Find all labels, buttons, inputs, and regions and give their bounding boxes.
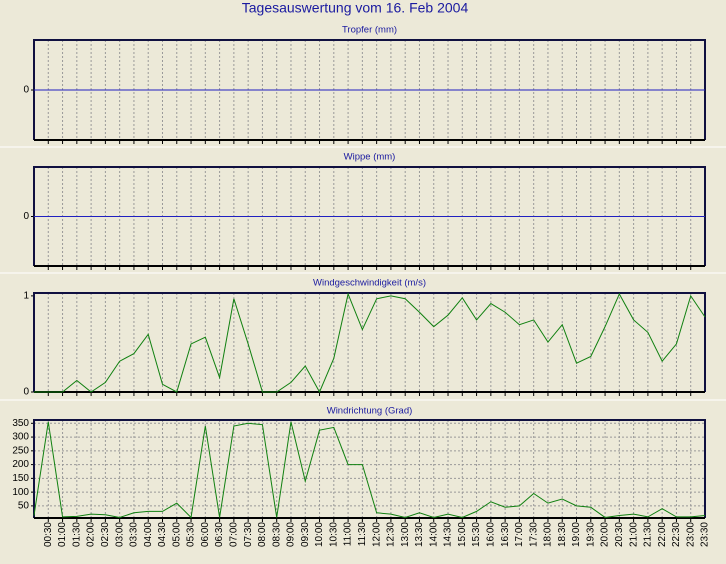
- x-tick-label: 10:00: [314, 522, 325, 547]
- chart-title: Windrichtung (Grad): [327, 406, 413, 417]
- y-tick-label: 300: [12, 432, 29, 443]
- x-tick-label: 02:00: [86, 522, 97, 547]
- page-title: Tagesauswertung vom 16. Feb 2004: [242, 0, 469, 16]
- x-tick-label: 18:30: [557, 522, 568, 547]
- y-tick-label: 1: [23, 291, 29, 302]
- x-tick-label: 09:30: [300, 522, 311, 547]
- x-tick-label: 03:00: [114, 522, 125, 547]
- y-tick-label: 0: [23, 211, 29, 222]
- x-tick-label: 23:30: [700, 522, 711, 547]
- y-tick-label: 100: [12, 487, 29, 498]
- x-tick-label: 11:00: [343, 522, 354, 547]
- x-tick-label: 05:30: [186, 522, 197, 547]
- x-tick-label: 16:00: [485, 522, 496, 547]
- x-tick-label: 21:00: [628, 522, 639, 547]
- x-tick-label: 05:00: [171, 522, 182, 547]
- x-tick-label: 07:00: [229, 522, 240, 547]
- chart-title: Tropfer (mm): [342, 25, 397, 36]
- x-tick-label: 19:00: [571, 522, 582, 547]
- x-tick-label: 14:00: [428, 522, 439, 547]
- x-tick-label: 21:30: [643, 522, 654, 547]
- x-tick-label: 12:30: [386, 522, 397, 547]
- x-tick-label: 01:30: [71, 522, 82, 547]
- x-tick-label: 16:30: [500, 522, 511, 547]
- x-tick-label: 06:30: [214, 522, 225, 547]
- chart-title: Wippe (mm): [344, 152, 396, 163]
- x-tick-label: 03:30: [129, 522, 140, 547]
- x-tick-label: 08:30: [271, 522, 282, 547]
- y-tick-label: 0: [23, 387, 29, 398]
- x-tick-label: 19:30: [585, 522, 596, 547]
- chart-title: Windgeschwindigkeit (m/s): [313, 278, 426, 289]
- x-tick-label: 01:00: [57, 522, 68, 547]
- y-tick-label: 0: [23, 85, 29, 96]
- x-tick-label: 13:00: [400, 522, 411, 547]
- x-tick-label: 10:30: [328, 522, 339, 547]
- x-tick-label: 08:00: [257, 522, 268, 547]
- y-tick-label: 200: [12, 459, 29, 470]
- x-tick-label: 20:00: [600, 522, 611, 547]
- x-tick-label: 23:00: [685, 522, 696, 547]
- x-tick-label: 13:30: [414, 522, 425, 547]
- x-tick-label: 22:00: [657, 522, 668, 547]
- x-tick-label: 17:30: [528, 522, 539, 547]
- x-tick-label: 00:30: [43, 522, 54, 547]
- x-tick-label: 12:00: [371, 522, 382, 547]
- x-tick-label: 02:30: [100, 522, 111, 547]
- x-tick-label: 11:30: [357, 522, 368, 547]
- x-tick-label: 17:00: [514, 522, 525, 547]
- data-line: [34, 292, 706, 394]
- x-tick-label: 15:00: [457, 522, 468, 547]
- y-tick-label: 350: [12, 418, 29, 429]
- x-tick-label: 07:30: [243, 522, 254, 547]
- x-tick-label: 09:00: [286, 522, 297, 547]
- x-tick-label: 14:30: [443, 522, 454, 547]
- y-tick-label: 50: [18, 501, 30, 512]
- x-tick-label: 20:30: [614, 522, 625, 547]
- x-tick-label: 04:30: [157, 522, 168, 547]
- data-line: [33, 421, 706, 519]
- plot-frame: [33, 292, 706, 392]
- y-tick-label: 250: [12, 445, 29, 456]
- y-tick-label: 150: [12, 473, 29, 484]
- x-tick-label: 06:00: [200, 522, 211, 547]
- x-tick-label: 18:00: [543, 522, 554, 547]
- x-tick-label: 22:30: [671, 522, 682, 547]
- x-tick-label: 15:30: [471, 522, 482, 547]
- plot-frame: [33, 419, 706, 518]
- x-tick-label: 04:00: [143, 522, 154, 547]
